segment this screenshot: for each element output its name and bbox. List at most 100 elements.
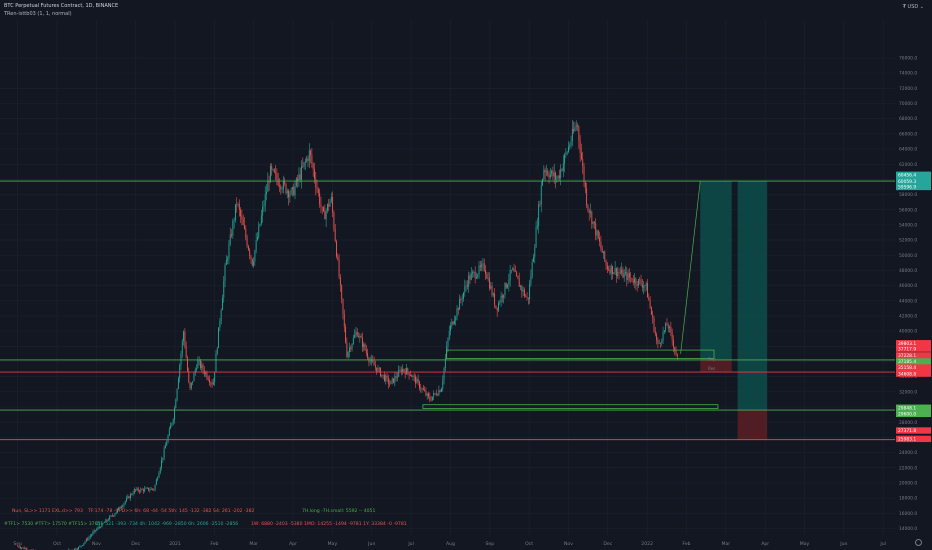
- candle-body-281: [381, 374, 383, 377]
- candle-body-402: [538, 204, 540, 226]
- candle-body-505: [671, 332, 673, 341]
- candle-body-371: [498, 303, 499, 311]
- candle-body-313: [422, 388, 424, 391]
- candle-body-340: [457, 308, 459, 310]
- indicator-legend[interactable]: TRen-isttb03 (1, 1, normal): [4, 11, 72, 17]
- candle-body-276: [374, 365, 376, 368]
- candle-body-104: [152, 488, 153, 490]
- candle-body-209: [288, 191, 290, 198]
- candle-body-113: [163, 448, 165, 458]
- candle-body-311: [420, 388, 422, 390]
- candle-body-111: [161, 459, 163, 468]
- candle-body-496: [660, 342, 661, 344]
- candle-body-154: [216, 347, 218, 354]
- candle-body-227: [311, 155, 313, 164]
- candle-body-490: [652, 314, 654, 318]
- price-tag-2-bg: [896, 177, 931, 185]
- candle-body-142: [201, 364, 203, 368]
- candle-body-367: [492, 293, 494, 296]
- candle-body-72: [110, 515, 112, 517]
- gear-icon[interactable]: [915, 539, 922, 546]
- candle-body-219: [301, 166, 302, 180]
- candle-body-259: [352, 337, 354, 344]
- candle-body-381: [510, 269, 512, 271]
- candle-body-503: [669, 326, 671, 329]
- candle-body-459: [612, 265, 613, 274]
- candle-body-440: [587, 205, 589, 210]
- candle-body-305: [412, 375, 414, 377]
- candle-body-362: [486, 274, 488, 279]
- candle-body-364: [488, 278, 490, 289]
- candle-body-493: [656, 334, 658, 341]
- candle-body-393: [526, 296, 528, 298]
- candle-body-268: [364, 343, 366, 350]
- candle-body-112: [162, 457, 164, 460]
- candle-body-235: [321, 206, 323, 208]
- candle-body-446: [595, 223, 597, 236]
- candle-body-83: [124, 501, 126, 504]
- candle-body-120: [172, 419, 174, 424]
- candle-body-140: [198, 360, 200, 362]
- price-tag-8: 35158.4: [898, 365, 916, 371]
- candle-body-2: [19, 547, 21, 549]
- candle-body-217: [298, 174, 300, 181]
- candle-body-460: [613, 272, 615, 274]
- candle-body-343: [461, 298, 463, 300]
- candle-body-322: [434, 393, 436, 394]
- candle-body-314: [424, 390, 426, 391]
- candle-body-377: [505, 283, 507, 288]
- candle-body-418: [558, 175, 560, 178]
- candle-body-484: [644, 285, 646, 287]
- candle-body-117: [168, 428, 170, 436]
- candle-body-429: [573, 129, 575, 131]
- candle-body-483: [643, 286, 645, 288]
- candle-body-408: [545, 171, 547, 173]
- candle-body-200: [276, 173, 278, 180]
- candle-body-427: [570, 141, 572, 146]
- candle-body-45: [75, 548, 77, 550]
- candle-body-256: [349, 347, 350, 353]
- candle-body-194: [268, 181, 270, 183]
- candle-body-123: [176, 388, 178, 401]
- candle-body-303: [409, 375, 411, 376]
- candle-body-198: [273, 169, 275, 173]
- candle-body-392: [525, 295, 527, 297]
- candle-body-465: [619, 272, 621, 274]
- candle-body-333: [448, 331, 450, 339]
- candle-body-500: [665, 323, 667, 331]
- candle-body-143: [202, 364, 204, 371]
- price-tag-13-bg: [896, 435, 931, 443]
- candle-body-179: [249, 249, 251, 256]
- price-tag-8-bg: [896, 364, 931, 371]
- candle-body-372: [499, 302, 501, 304]
- candle-body-122: [175, 400, 177, 409]
- candle-body-334: [450, 325, 451, 332]
- candle-body-344: [463, 292, 464, 299]
- candle-body-261: [355, 331, 357, 335]
- candle-body-266: [361, 337, 363, 347]
- candle-body-151: [212, 382, 214, 385]
- candle-body-458: [610, 265, 612, 274]
- candle-body-411: [549, 173, 551, 178]
- candle-body-337: [453, 320, 455, 325]
- price-tag-6-bg: [896, 352, 931, 359]
- currency-selector[interactable]: ₮ USD ⌄: [902, 4, 924, 10]
- candle-body-89: [132, 493, 134, 495]
- candle-body-401: [536, 225, 538, 228]
- candle-body-169: [236, 204, 238, 205]
- candle-body-470: [626, 272, 628, 281]
- candle-body-230: [315, 178, 317, 188]
- candle-body-56: [89, 535, 91, 538]
- y-tick-label-14: 42000.0: [899, 314, 917, 320]
- candle-body-320: [431, 396, 433, 401]
- x-tick-label-2: Nov: [92, 541, 101, 547]
- candle-body-482: [641, 284, 643, 288]
- zone-box-upper: [446, 349, 715, 359]
- candle-body-339: [456, 308, 458, 317]
- candle-body-85: [127, 496, 129, 499]
- price-tag-9-bg: [896, 370, 931, 377]
- candle-body-397: [531, 262, 533, 277]
- candle-body-435: [580, 152, 582, 159]
